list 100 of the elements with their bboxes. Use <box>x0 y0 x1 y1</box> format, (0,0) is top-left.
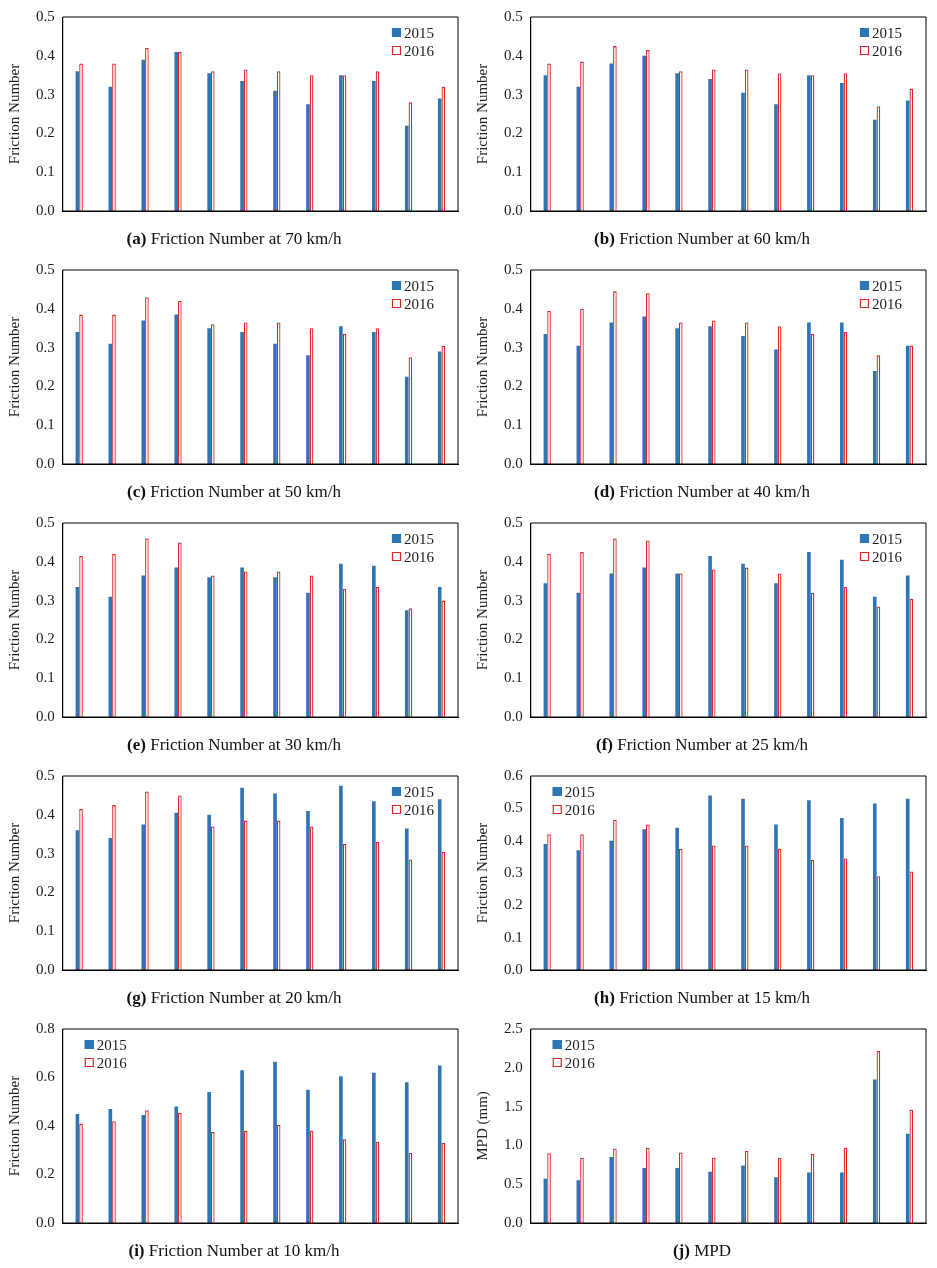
text: (a) Friction Number at 70 km/h <box>125 228 343 250</box>
legend-label: 2016 <box>404 295 435 312</box>
y-tick-label: 0.1 <box>36 416 55 433</box>
y-tick-label: 0.4 <box>504 552 524 569</box>
legend-label: 2016 <box>404 801 435 818</box>
legend-label: 2016 <box>872 295 903 312</box>
y-axis-title: Friction Number <box>473 569 490 671</box>
text: (f) Friction Number at 25 km/h <box>595 734 809 756</box>
y-tick-label: 0.4 <box>36 805 56 822</box>
y-tick-label: 0.0 <box>36 707 55 724</box>
y-tick-label: 0.1 <box>504 163 523 180</box>
y-tick-label: 0.0 <box>504 201 523 218</box>
y-tick-label: 0.3 <box>36 844 55 861</box>
y-tick-label: 0.1 <box>504 928 523 945</box>
legend-label: 2015 <box>872 24 902 41</box>
y-tick-label: 0.5 <box>36 513 55 530</box>
y-tick-label: 0.5 <box>504 799 523 816</box>
legend-label: 2016 <box>564 1054 596 1071</box>
y-axis-title: MPD (mm) <box>473 1091 491 1161</box>
y-tick-label: 0.0 <box>504 960 523 977</box>
y-tick-label: 0.1 <box>36 163 55 180</box>
y-tick-label: 1.5 <box>504 1097 523 1114</box>
legend-label: 2015 <box>404 277 434 294</box>
y-tick-label: 0.4 <box>36 299 56 316</box>
y-tick-label: 0.5 <box>504 260 523 277</box>
y-tick-label: 0.3 <box>504 591 523 608</box>
y-tick-label: 0.4 <box>504 299 524 316</box>
legend-label: 2016 <box>872 42 903 59</box>
legend-label: 2016 <box>404 548 435 565</box>
y-tick-label: 0.2 <box>36 377 55 394</box>
legend-label: 2015 <box>404 530 434 547</box>
y-tick-label: 1.0 <box>504 1136 523 1153</box>
y-tick-label: 0.5 <box>36 766 55 783</box>
y-tick-label: 0.0 <box>36 960 55 977</box>
y-axis-title: Friction Number <box>5 63 22 165</box>
y-tick-label: 0.2 <box>504 377 523 394</box>
y-axis-title: Friction Number <box>5 1075 22 1177</box>
y-tick-label: 0.8 <box>36 1019 55 1036</box>
y-tick-label: 0.0 <box>36 454 55 471</box>
legend-label: 2015 <box>96 1036 127 1053</box>
text: (g) Friction Number at 20 km/h <box>125 987 343 1009</box>
text: (e) Friction Number at 30 km/h <box>126 734 342 756</box>
text: (c) Friction Number at 50 km/h <box>126 481 342 503</box>
y-tick-label: 0.4 <box>36 1116 56 1133</box>
y-tick-label: 0.4 <box>504 46 524 63</box>
text: (b) Friction Number at 60 km/h <box>593 228 811 250</box>
legend-label: 2016 <box>96 1054 128 1071</box>
y-tick-label: 0.1 <box>504 416 523 433</box>
legend-label: 2015 <box>564 1036 595 1053</box>
y-tick-label: 0.0 <box>504 1213 523 1230</box>
y-tick-label: 0.1 <box>36 922 55 939</box>
text: (i) Friction Number at 10 km/h <box>127 1240 341 1262</box>
legend-label: 2016 <box>564 801 596 818</box>
y-tick-label: 0.6 <box>504 766 524 783</box>
y-tick-label: 0.2 <box>36 124 55 141</box>
y-tick-label: 0.2 <box>36 883 55 900</box>
y-tick-label: 0.2 <box>504 124 523 141</box>
y-tick-label: 0.3 <box>504 85 523 102</box>
y-tick-label: 0.0 <box>36 201 55 218</box>
y-tick-label: 0.5 <box>504 7 523 24</box>
y-tick-label: 0.3 <box>36 85 55 102</box>
y-tick-label: 0.3 <box>504 338 523 355</box>
text: (h) Friction Number at 15 km/h <box>593 987 811 1009</box>
text: (d) Friction Number at 40 km/h <box>593 481 811 503</box>
y-axis-title: Friction Number <box>5 316 22 418</box>
y-tick-label: 0.5 <box>36 260 55 277</box>
y-tick-label: 0.4 <box>36 46 56 63</box>
y-tick-label: 0.0 <box>504 454 523 471</box>
y-tick-label: 0.2 <box>36 630 55 647</box>
text: (j) MPD <box>671 1240 733 1262</box>
y-axis-title: Friction Number <box>5 822 22 924</box>
y-tick-label: 0.4 <box>36 552 56 569</box>
y-tick-label: 0.3 <box>36 591 55 608</box>
y-tick-label: 0.2 <box>36 1165 55 1182</box>
y-tick-label: 0.3 <box>36 338 55 355</box>
y-axis-title: Friction Number <box>473 63 490 165</box>
y-tick-label: 0.0 <box>36 1213 55 1230</box>
legend-label: 2015 <box>872 277 902 294</box>
y-tick-label: 0.2 <box>504 630 523 647</box>
y-tick-label: 0.5 <box>504 513 523 530</box>
y-axis-title: Friction Number <box>5 569 22 671</box>
y-tick-label: 0.5 <box>36 7 55 24</box>
y-tick-label: 0.1 <box>504 669 523 686</box>
legend-label: 2015 <box>404 783 434 800</box>
y-tick-label: 0.2 <box>504 896 523 913</box>
y-tick-label: 0.0 <box>504 707 523 724</box>
legend-label: 2016 <box>872 548 903 565</box>
y-tick-label: 0.1 <box>36 669 55 686</box>
legend-label: 2016 <box>404 42 435 59</box>
y-tick-label: 0.3 <box>504 863 523 880</box>
y-axis-title: Friction Number <box>473 822 490 924</box>
y-axis-title: Friction Number <box>473 316 490 418</box>
y-tick-label: 2.5 <box>504 1019 523 1036</box>
y-tick-label: 0.4 <box>504 831 524 848</box>
y-tick-label: 0.6 <box>36 1068 56 1085</box>
legend-label: 2015 <box>404 24 434 41</box>
legend-label: 2015 <box>564 783 595 800</box>
y-tick-label: 2.0 <box>504 1058 523 1075</box>
y-tick-label: 0.5 <box>504 1175 523 1192</box>
legend-label: 2015 <box>872 530 902 547</box>
